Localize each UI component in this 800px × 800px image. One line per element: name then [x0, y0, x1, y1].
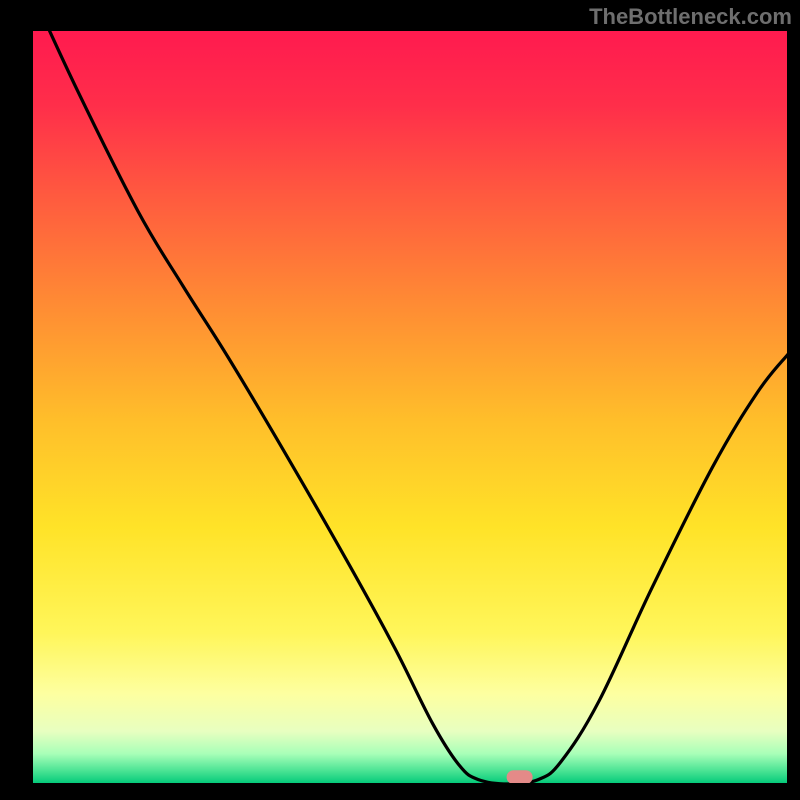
optimal-marker — [507, 770, 533, 784]
chart-container: TheBottleneck.com — [0, 0, 800, 800]
watermark-text: TheBottleneck.com — [589, 4, 792, 30]
chart-svg — [0, 0, 800, 800]
plot-background — [32, 30, 788, 784]
